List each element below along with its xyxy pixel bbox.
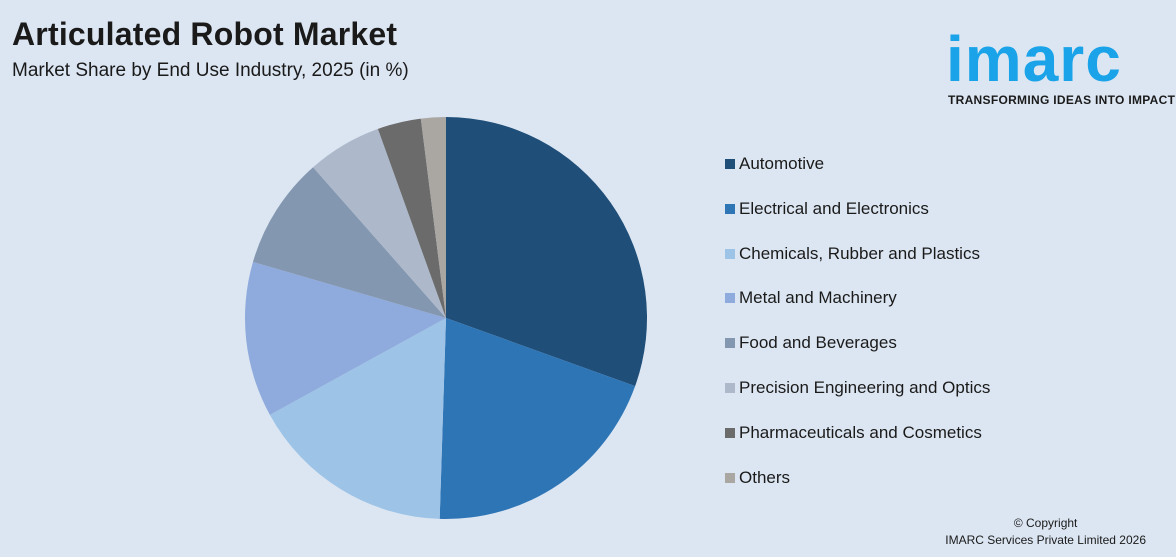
legend-item-metal-and-machinery: Metal and Machinery xyxy=(725,286,897,310)
chart-title: Articulated Robot Market xyxy=(12,16,398,52)
pie-slice-automotive xyxy=(446,117,648,387)
legend-label: Metal and Machinery xyxy=(739,288,897,308)
legend-label: Electrical and Electronics xyxy=(739,198,929,218)
imarc-logo: imarc TRANSFORMING IDEAS INTO IMPACT xyxy=(946,12,1176,108)
legend-swatch xyxy=(725,338,735,349)
pie-slice-precision-engineering-and-optics xyxy=(313,128,446,318)
legend-swatch xyxy=(725,159,735,169)
legend-item-electrical-and-electronics: Electrical and Electronics xyxy=(725,197,929,221)
logo-wordmark: imarc xyxy=(946,23,1122,95)
legend-item-food-and-beverages: Food and Beverages xyxy=(725,331,897,355)
legend-item-chemicals-rubber-and-plastics: Chemicals, Rubber and Plastics xyxy=(725,242,980,266)
legend-label: Pharmaceuticals and Cosmetics xyxy=(739,422,982,442)
legend-item-precision-engineering-and-optics: Precision Engineering and Optics xyxy=(725,376,990,400)
legend-swatch xyxy=(725,248,735,259)
legend-swatch xyxy=(725,383,735,393)
pie-slice-chemicals-rubber-and-plastics xyxy=(269,318,446,519)
copyright-notice: © Copyright IMARC Services Private Limit… xyxy=(945,515,1146,549)
legend-swatch xyxy=(725,293,735,304)
pie-slice-others xyxy=(420,117,446,318)
pie-slice-food-and-beverages xyxy=(252,167,446,318)
legend-swatch xyxy=(725,427,735,438)
legend-item-pharmaceuticals-and-cosmetics: Pharmaceuticals and Cosmetics xyxy=(725,421,982,445)
logo-tagline: TRANSFORMING IDEAS INTO IMPACT xyxy=(948,93,1176,107)
pie-slice-metal-and-machinery xyxy=(244,261,446,415)
legend-label: Automotive xyxy=(739,154,825,173)
pie-slice-pharmaceuticals-and-cosmetics xyxy=(377,118,446,318)
copyright-line-1: © Copyright xyxy=(1013,516,1078,530)
pie-slice-electrical-and-electronics xyxy=(439,318,636,519)
legend-swatch xyxy=(725,472,735,483)
legend-label: Food and Beverages xyxy=(739,333,897,353)
legend-item-others: Others xyxy=(725,466,790,490)
legend-label: Precision Engineering and Optics xyxy=(739,378,991,397)
chart-subtitle: Market Share by End Use Industry, 2025 (… xyxy=(12,60,409,81)
legend-swatch xyxy=(725,203,735,214)
copyright-line-2: IMARC Services Private Limited 2026 xyxy=(945,533,1146,547)
legend-label: Others xyxy=(739,467,791,487)
legend-item-automotive: Automotive xyxy=(725,152,824,176)
legend-label: Chemicals, Rubber and Plastics xyxy=(739,243,980,263)
